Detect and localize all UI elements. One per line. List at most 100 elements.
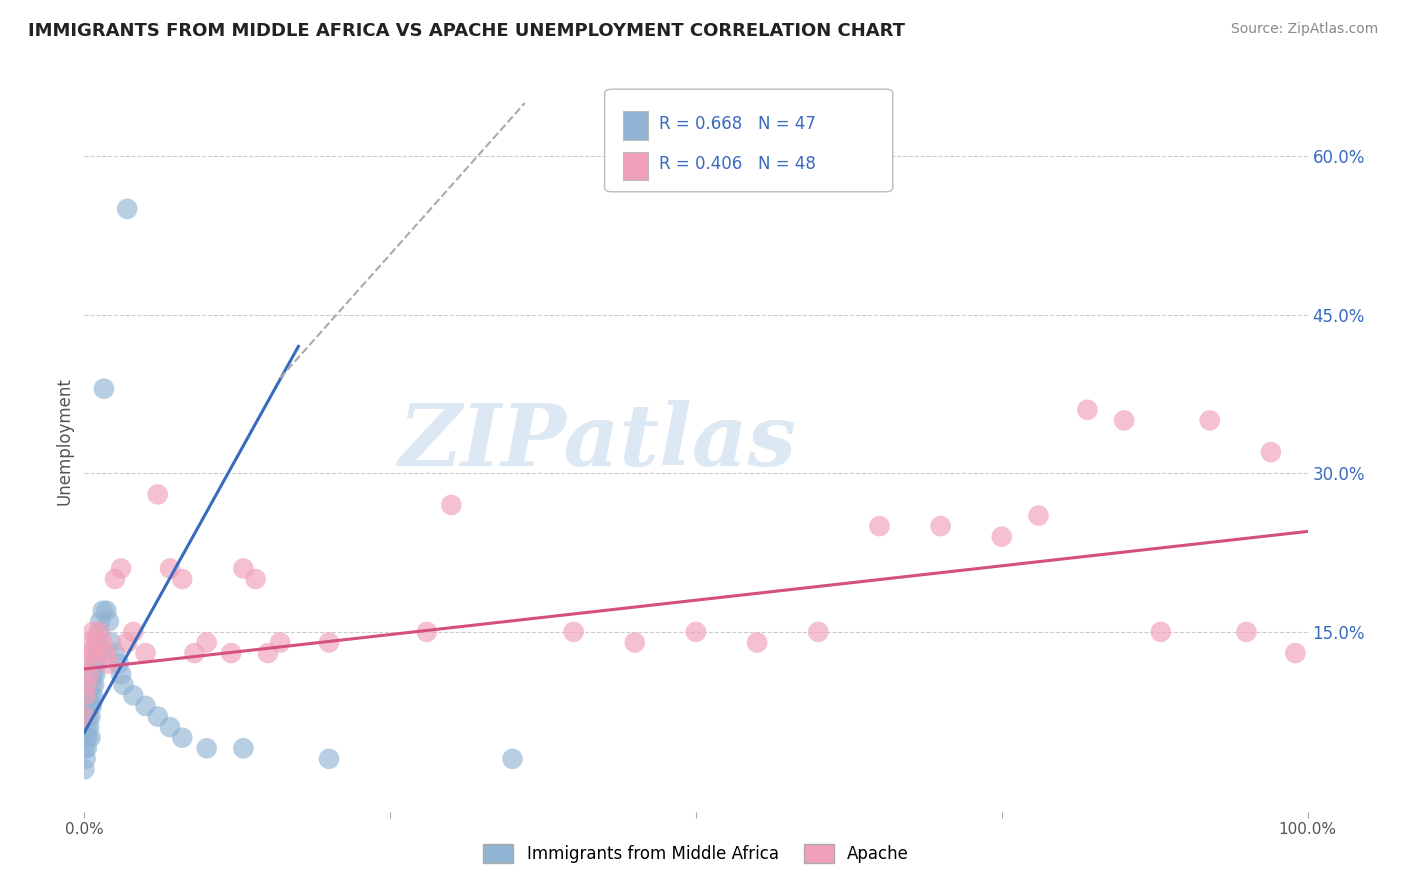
Text: ZIPatlas: ZIPatlas <box>399 400 797 483</box>
Point <box>135 646 157 660</box>
Point <box>807 624 830 639</box>
Point <box>89 615 111 629</box>
Point <box>318 635 340 649</box>
Point <box>135 698 157 713</box>
Point <box>146 709 169 723</box>
Point <box>929 519 952 533</box>
Legend: Immigrants from Middle Africa, Apache: Immigrants from Middle Africa, Apache <box>477 838 915 870</box>
Point <box>104 572 127 586</box>
Point <box>82 667 104 681</box>
Point <box>416 624 439 639</box>
Point <box>79 709 101 723</box>
Point <box>115 202 138 216</box>
Point <box>77 698 100 713</box>
Point <box>112 678 135 692</box>
Point <box>76 741 98 756</box>
Point <box>172 572 194 586</box>
Point <box>77 731 100 745</box>
Point <box>685 624 707 639</box>
Point <box>91 604 114 618</box>
Point <box>93 382 115 396</box>
Point <box>747 635 769 649</box>
Point <box>219 646 242 660</box>
Text: R = 0.406   N = 48: R = 0.406 N = 48 <box>659 155 817 173</box>
Point <box>76 720 98 734</box>
Point <box>75 731 97 745</box>
Point <box>76 678 98 692</box>
Point <box>75 689 97 703</box>
Point <box>77 657 100 671</box>
Point <box>82 624 104 639</box>
Point <box>76 698 98 713</box>
Point <box>86 635 108 649</box>
Text: Source: ZipAtlas.com: Source: ZipAtlas.com <box>1230 22 1378 37</box>
Point <box>159 561 181 575</box>
Point <box>269 635 291 649</box>
Point <box>77 667 100 681</box>
Point <box>104 646 127 660</box>
Point <box>183 646 205 660</box>
Point <box>232 561 254 575</box>
Text: R = 0.668   N = 47: R = 0.668 N = 47 <box>659 115 817 133</box>
Point <box>83 657 105 671</box>
Point <box>83 646 105 660</box>
Point <box>562 624 585 639</box>
Point <box>318 752 340 766</box>
Point <box>195 741 218 756</box>
Point <box>79 646 101 660</box>
Point <box>84 667 107 681</box>
Point <box>232 741 254 756</box>
Point <box>1114 413 1136 427</box>
Point <box>1150 624 1173 639</box>
Point <box>146 487 169 501</box>
Point <box>77 720 100 734</box>
Point <box>97 657 120 671</box>
Point <box>80 635 103 649</box>
Point <box>107 657 129 671</box>
Point <box>159 720 181 734</box>
Point <box>87 646 110 660</box>
Point <box>245 572 267 586</box>
Point <box>86 635 108 649</box>
Point <box>100 635 122 649</box>
Point <box>73 741 96 756</box>
Point <box>110 667 132 681</box>
Point <box>1236 624 1258 639</box>
Point <box>79 731 101 745</box>
Point <box>440 498 463 512</box>
Point <box>75 709 97 723</box>
Point <box>1028 508 1050 523</box>
Point <box>1260 445 1282 459</box>
Point <box>122 624 145 639</box>
Point <box>869 519 891 533</box>
Point <box>77 689 100 703</box>
Point <box>624 635 647 649</box>
Point <box>80 698 103 713</box>
Text: IMMIGRANTS FROM MIDDLE AFRICA VS APACHE UNEMPLOYMENT CORRELATION CHART: IMMIGRANTS FROM MIDDLE AFRICA VS APACHE … <box>28 22 905 40</box>
Y-axis label: Unemployment: Unemployment <box>55 377 73 506</box>
Point <box>96 646 118 660</box>
Point <box>80 678 103 692</box>
Point <box>172 731 194 745</box>
Point <box>502 752 524 766</box>
Point <box>110 561 132 575</box>
Point <box>96 604 118 618</box>
Point <box>86 657 108 671</box>
Point <box>77 709 100 723</box>
Point <box>122 689 145 703</box>
Point <box>79 689 101 703</box>
Point <box>87 624 110 639</box>
Point <box>1076 402 1098 417</box>
Point <box>91 635 114 649</box>
Point <box>991 530 1014 544</box>
Point <box>87 624 110 639</box>
Point <box>115 635 138 649</box>
Point <box>73 763 96 777</box>
Point <box>83 678 105 692</box>
Point <box>257 646 280 660</box>
Point <box>1284 646 1306 660</box>
Point <box>1198 413 1220 427</box>
Point <box>73 709 96 723</box>
Point <box>75 752 97 766</box>
Point <box>195 635 218 649</box>
